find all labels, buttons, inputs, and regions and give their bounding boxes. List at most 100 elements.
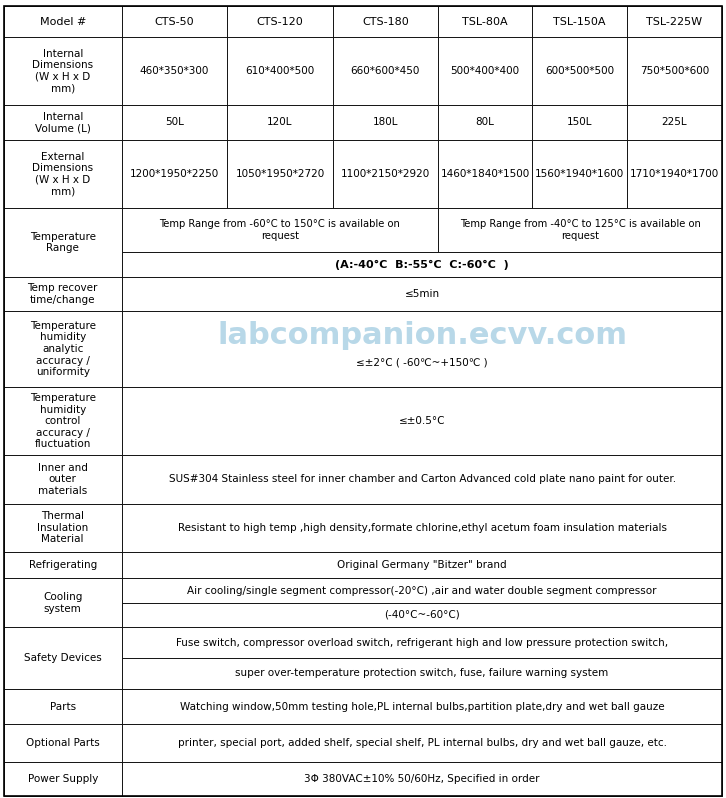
Bar bbox=[122, 725, 722, 762]
Text: Resistant to high temp ,high density,formate chlorine,ethyl acetum foam insulati: Resistant to high temp ,high density,for… bbox=[178, 523, 666, 533]
Text: 225L: 225L bbox=[661, 117, 688, 128]
Text: Fuse switch, compressor overload switch, refrigerant high and low pressure prote: Fuse switch, compressor overload switch,… bbox=[176, 638, 668, 647]
Text: Cooling
system: Cooling system bbox=[43, 592, 83, 614]
Text: TSL-225W: TSL-225W bbox=[646, 17, 703, 27]
Bar bbox=[532, 105, 627, 140]
Bar bbox=[122, 207, 438, 252]
Bar bbox=[4, 38, 122, 105]
Text: Original Germany "Bitzer" brand: Original Germany "Bitzer" brand bbox=[338, 560, 507, 571]
Bar bbox=[122, 252, 722, 277]
Text: Temperature
Range: Temperature Range bbox=[30, 231, 96, 253]
Bar bbox=[627, 38, 722, 105]
Text: TSL-150A: TSL-150A bbox=[553, 17, 605, 27]
Bar bbox=[122, 277, 722, 310]
Text: Safety Devices: Safety Devices bbox=[24, 653, 102, 663]
Bar bbox=[122, 310, 722, 387]
Bar bbox=[227, 105, 333, 140]
Text: Internal
Dimensions
(W x H x D
mm): Internal Dimensions (W x H x D mm) bbox=[32, 49, 93, 93]
Text: 1710*1940*1700: 1710*1940*1700 bbox=[630, 169, 719, 179]
Bar bbox=[438, 207, 722, 252]
Text: 1460*1840*1500: 1460*1840*1500 bbox=[441, 169, 530, 179]
Bar bbox=[227, 6, 333, 38]
Bar bbox=[333, 6, 438, 38]
Bar bbox=[333, 140, 438, 207]
Text: ≤±0.5°C: ≤±0.5°C bbox=[399, 416, 445, 426]
Bar bbox=[122, 689, 722, 725]
Bar bbox=[333, 105, 438, 140]
Bar bbox=[438, 140, 532, 207]
Bar bbox=[122, 658, 722, 689]
Bar bbox=[227, 38, 333, 105]
Text: 180L: 180L bbox=[372, 117, 398, 128]
Text: Temp recover
time/change: Temp recover time/change bbox=[28, 283, 98, 305]
Bar bbox=[4, 725, 122, 762]
Text: 80L: 80L bbox=[476, 117, 494, 128]
Bar bbox=[122, 504, 722, 552]
Bar bbox=[122, 579, 722, 602]
Text: Power Supply: Power Supply bbox=[28, 774, 98, 784]
Text: 1100*2150*2920: 1100*2150*2920 bbox=[340, 169, 430, 179]
Bar bbox=[438, 105, 532, 140]
Bar bbox=[532, 38, 627, 105]
Text: 50L: 50L bbox=[165, 117, 184, 128]
Bar bbox=[122, 627, 722, 658]
Bar bbox=[122, 387, 722, 455]
Text: 150L: 150L bbox=[567, 117, 592, 128]
Bar bbox=[4, 504, 122, 552]
Text: labcompanion.ecvv.com: labcompanion.ecvv.com bbox=[217, 321, 627, 350]
Bar bbox=[333, 38, 438, 105]
Text: Inner and
outer
materials: Inner and outer materials bbox=[38, 463, 88, 496]
Text: 750*500*600: 750*500*600 bbox=[640, 66, 709, 76]
Text: Temperature
humidity
control
accuracy /
fluctuation: Temperature humidity control accuracy / … bbox=[30, 393, 96, 449]
Text: CTS-120: CTS-120 bbox=[256, 17, 303, 27]
Text: (-40°C~-60°C): (-40°C~-60°C) bbox=[384, 610, 460, 620]
Bar bbox=[122, 140, 227, 207]
Bar bbox=[4, 455, 122, 504]
Text: (A:-40°C  B:-55°C  C:-60°C  ): (A:-40°C B:-55°C C:-60°C ) bbox=[335, 259, 509, 270]
Bar bbox=[438, 6, 532, 38]
Bar bbox=[4, 6, 122, 38]
Bar bbox=[122, 602, 722, 627]
Text: 610*400*500: 610*400*500 bbox=[245, 66, 314, 76]
Text: 120L: 120L bbox=[267, 117, 293, 128]
Bar bbox=[627, 105, 722, 140]
Bar bbox=[122, 762, 722, 796]
Bar bbox=[4, 689, 122, 725]
Text: 1050*1950*2720: 1050*1950*2720 bbox=[235, 169, 325, 179]
Bar bbox=[4, 140, 122, 207]
Bar bbox=[122, 6, 227, 38]
Text: Temp Range from -60°C to 150°C is available on
request: Temp Range from -60°C to 150°C is availa… bbox=[160, 219, 400, 241]
Text: 1560*1940*1600: 1560*1940*1600 bbox=[535, 169, 624, 179]
Bar bbox=[4, 310, 122, 387]
Bar bbox=[122, 552, 722, 579]
Text: Temperature
humidity
analytic
accuracy /
uniformity: Temperature humidity analytic accuracy /… bbox=[30, 321, 96, 377]
Text: 500*400*400: 500*400*400 bbox=[451, 66, 520, 76]
Text: 1200*1950*2250: 1200*1950*2250 bbox=[130, 169, 219, 179]
Bar bbox=[4, 207, 122, 277]
Bar bbox=[227, 140, 333, 207]
Text: Thermal
Insulation
Material: Thermal Insulation Material bbox=[37, 512, 89, 544]
Text: 460*350*300: 460*350*300 bbox=[140, 66, 209, 76]
Bar bbox=[627, 140, 722, 207]
Bar bbox=[627, 6, 722, 38]
Text: super over-temperature protection switch, fuse, failure warning system: super over-temperature protection switch… bbox=[235, 669, 608, 678]
Text: ≤5min: ≤5min bbox=[404, 289, 440, 298]
Text: Parts: Parts bbox=[49, 701, 76, 712]
Text: 3Φ 380VAC±10% 50/60Hz, Specified in order: 3Φ 380VAC±10% 50/60Hz, Specified in orde… bbox=[304, 774, 540, 784]
Bar bbox=[4, 387, 122, 455]
Bar bbox=[122, 455, 722, 504]
Text: 660*600*450: 660*600*450 bbox=[351, 66, 420, 76]
Bar bbox=[4, 277, 122, 310]
Bar bbox=[532, 140, 627, 207]
Bar bbox=[122, 38, 227, 105]
Text: SUS#304 Stainless steel for inner chamber and Carton Advanced cold plate nano pa: SUS#304 Stainless steel for inner chambe… bbox=[168, 474, 676, 484]
Text: Model #: Model # bbox=[39, 17, 86, 27]
Text: Temp Range from -40°C to 125°C is available on
request: Temp Range from -40°C to 125°C is availa… bbox=[460, 219, 701, 241]
Bar bbox=[438, 38, 532, 105]
Text: Internal
Volume (L): Internal Volume (L) bbox=[35, 112, 91, 133]
Bar bbox=[4, 552, 122, 579]
Text: External
Dimensions
(W x H x D
mm): External Dimensions (W x H x D mm) bbox=[32, 152, 93, 196]
Bar bbox=[4, 627, 122, 689]
Text: Air cooling/single segment compressor(-20°C) ,air and water double segment compr: Air cooling/single segment compressor(-2… bbox=[187, 586, 657, 595]
Bar bbox=[532, 6, 627, 38]
